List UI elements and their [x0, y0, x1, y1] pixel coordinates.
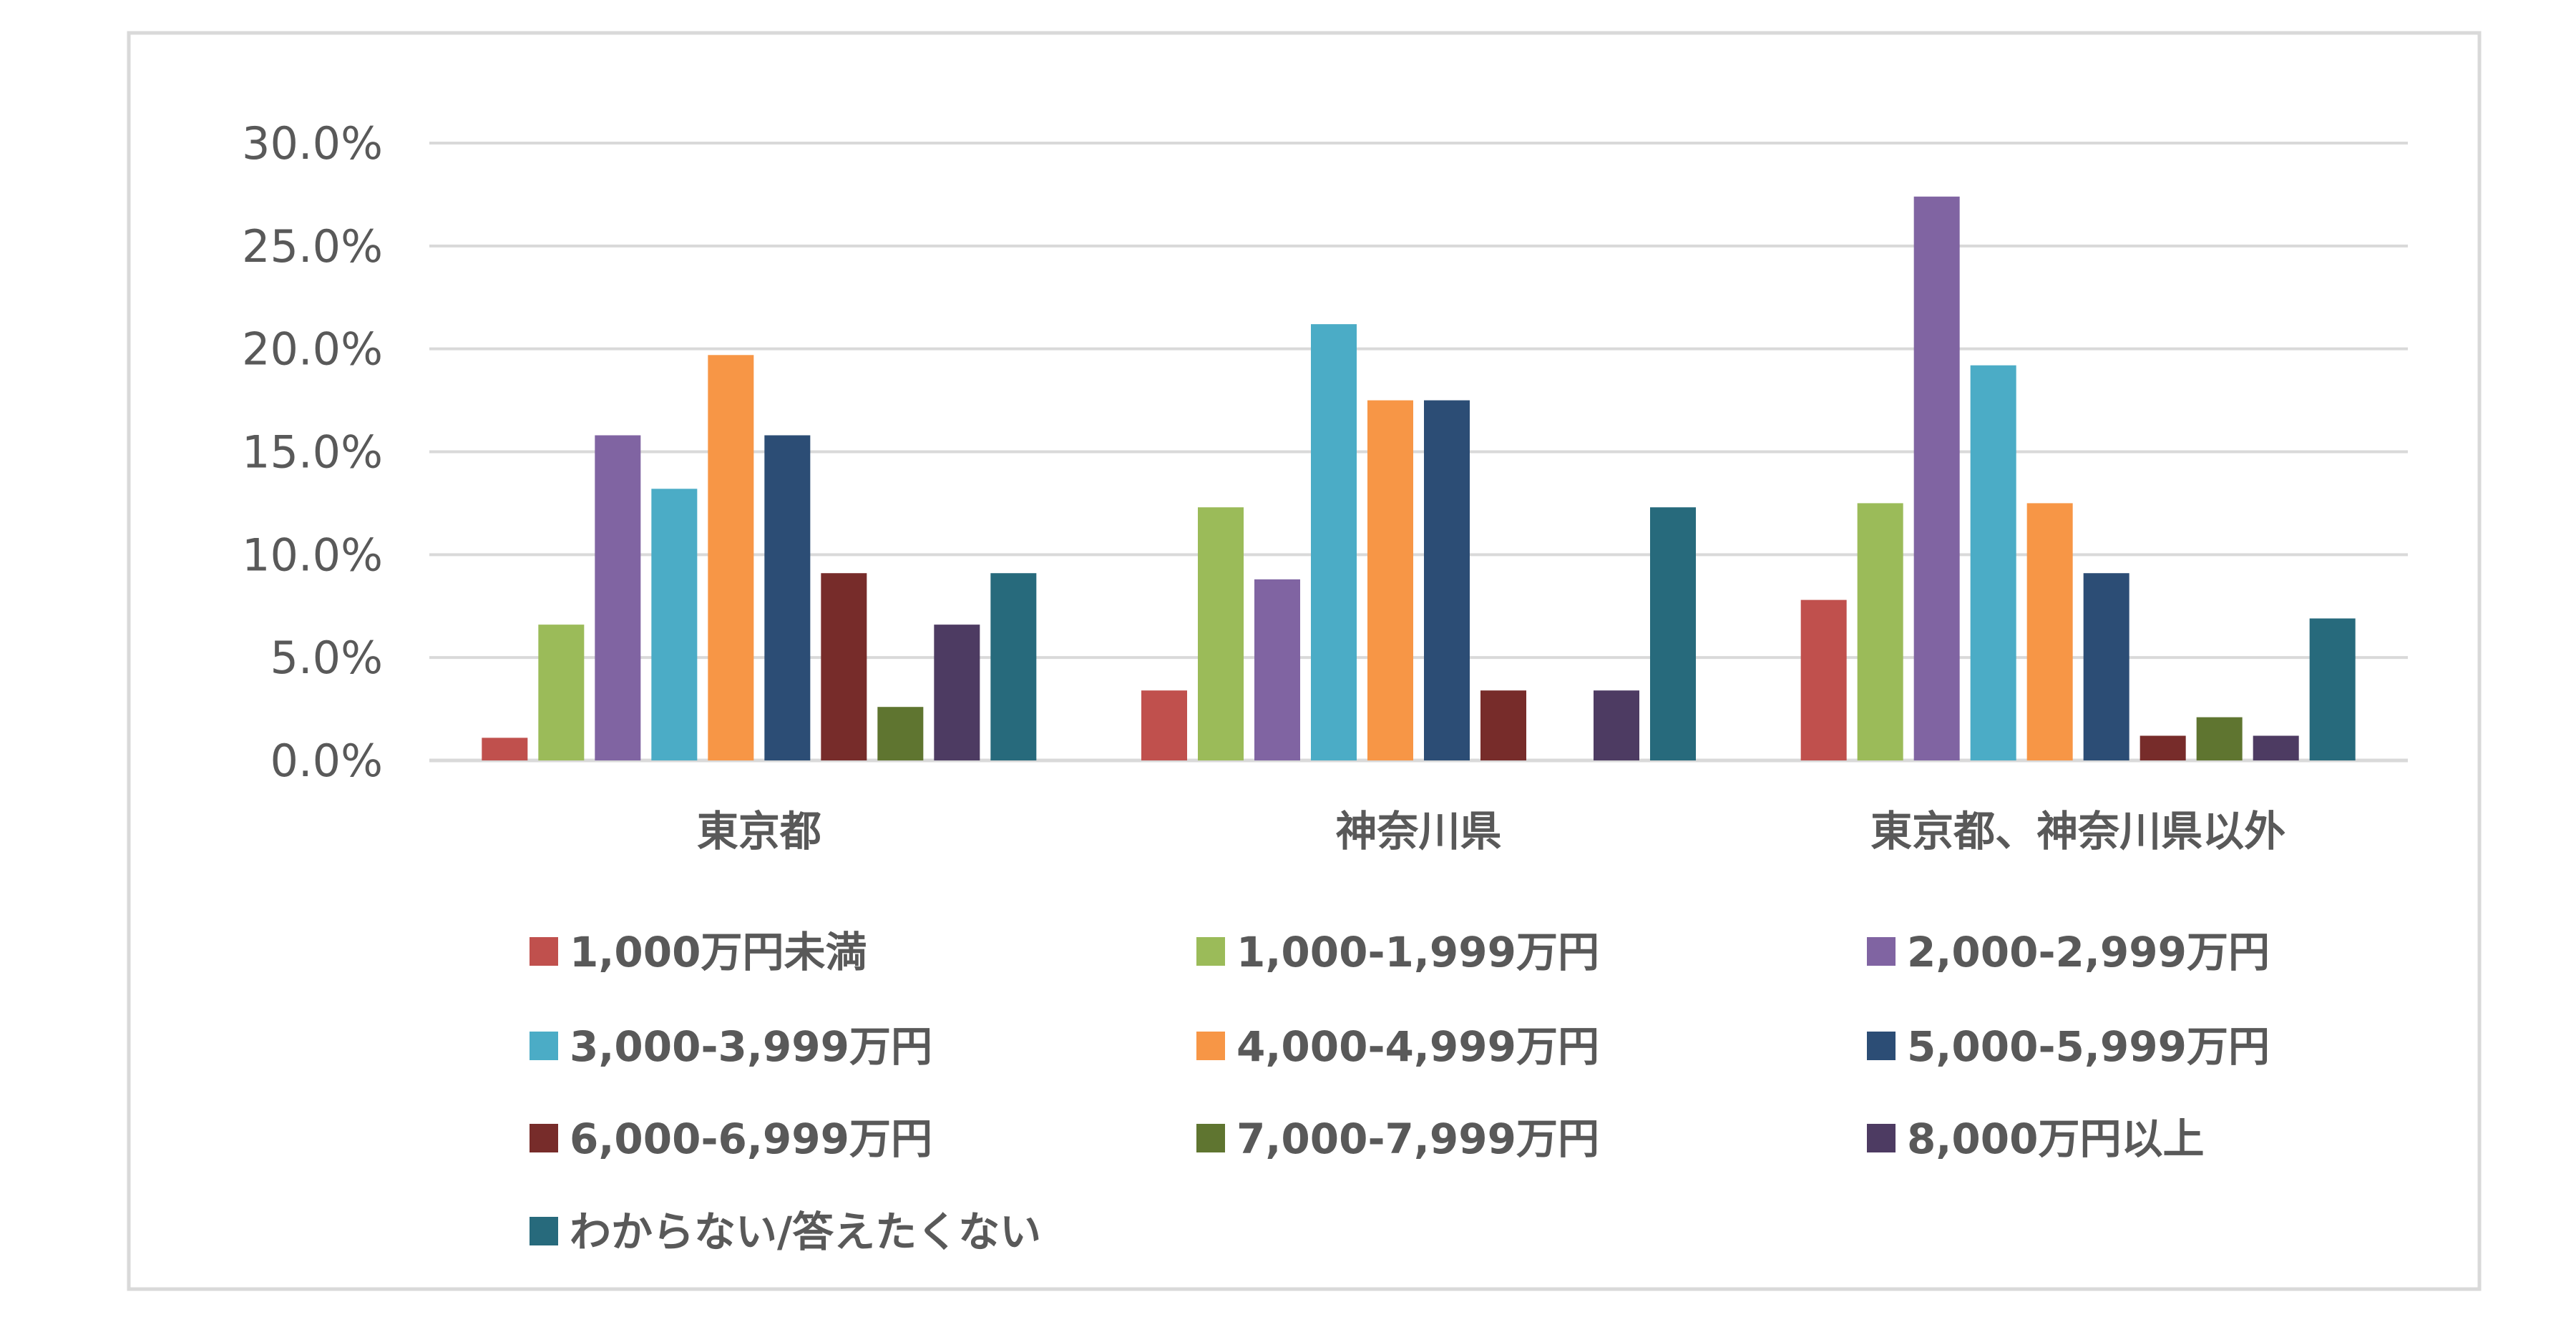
bar	[1141, 690, 1187, 760]
bar	[1254, 579, 1300, 760]
legend-swatch	[1867, 937, 1896, 966]
bar	[2026, 503, 2073, 760]
x-tick-label: 神奈川県	[1335, 807, 1501, 856]
legend-swatch	[530, 1032, 558, 1060]
bar	[934, 625, 980, 760]
y-tick-label: 25.0%	[242, 220, 383, 273]
legend-swatch	[530, 937, 558, 966]
x-tick-label: 東京都、神奈川県以外	[1870, 807, 2285, 856]
bar	[1198, 507, 1244, 760]
legend-label: 3,000-3,999万円	[570, 1022, 932, 1071]
bar	[2309, 618, 2356, 760]
y-tick-label: 10.0%	[242, 529, 383, 581]
bar	[482, 738, 528, 760]
legend-label: 1,000-1,999万円	[1236, 928, 1599, 976]
bar	[1800, 599, 1847, 760]
legend-swatch	[530, 1217, 558, 1245]
legend-swatch	[1196, 1124, 1225, 1152]
bar	[1424, 400, 1470, 760]
y-tick-label: 15.0%	[242, 426, 383, 479]
x-axis-ticks: 東京都 神奈川県 東京都、神奈川県以外	[697, 807, 2285, 856]
legend-label: 8,000万円以上	[1907, 1115, 2204, 1163]
bar	[651, 489, 698, 760]
y-tick-label: 30.0%	[242, 117, 383, 170]
bar	[2253, 735, 2299, 760]
legend-label: わからない/答えたくない	[570, 1208, 1041, 1256]
bars	[482, 196, 2356, 761]
bar	[1480, 690, 1526, 760]
bar	[764, 435, 811, 760]
legend-swatch	[530, 1124, 558, 1152]
bar	[1970, 365, 2016, 760]
legend-label: 2,000-2,999万円	[1907, 928, 2270, 976]
y-tick-label: 0.0%	[270, 735, 383, 787]
bar	[2140, 735, 2186, 760]
legend-label: 1,000万円未満	[570, 928, 867, 976]
bar	[821, 573, 867, 760]
bar	[595, 435, 641, 760]
x-tick-label: 東京都	[697, 807, 821, 856]
bar	[1857, 503, 1903, 760]
y-tick-label: 20.0%	[242, 323, 383, 376]
bar	[2196, 717, 2243, 760]
legend-swatch	[1867, 1124, 1896, 1152]
legend-label: 7,000-7,999万円	[1236, 1115, 1599, 1163]
y-tick-label: 5.0%	[270, 632, 383, 684]
bar	[877, 707, 924, 760]
legend: 1,000万円未満 1,000-1,999万円 2,000-2,999万円 3,000…	[530, 928, 2270, 1256]
bar	[1650, 507, 1696, 760]
legend-swatch	[1196, 937, 1225, 966]
bar	[2083, 573, 2129, 760]
bar	[1594, 690, 1639, 760]
bar	[538, 625, 585, 760]
gridlines	[429, 142, 2408, 763]
bar	[1913, 196, 1960, 760]
y-axis-ticks: 0.0% 5.0% 10.0% 15.0% 20.0% 25.0% 30.0%	[242, 117, 383, 787]
bar	[708, 355, 754, 761]
legend-swatch	[1196, 1032, 1225, 1060]
bar	[990, 573, 1037, 760]
legend-label: 4,000-4,999万円	[1236, 1022, 1599, 1071]
legend-label: 5,000-5,999万円	[1907, 1022, 2270, 1071]
bar	[1311, 324, 1357, 760]
bar	[1367, 400, 1413, 760]
legend-swatch	[1867, 1032, 1896, 1060]
legend-label: 6,000-6,999万円	[570, 1115, 932, 1163]
